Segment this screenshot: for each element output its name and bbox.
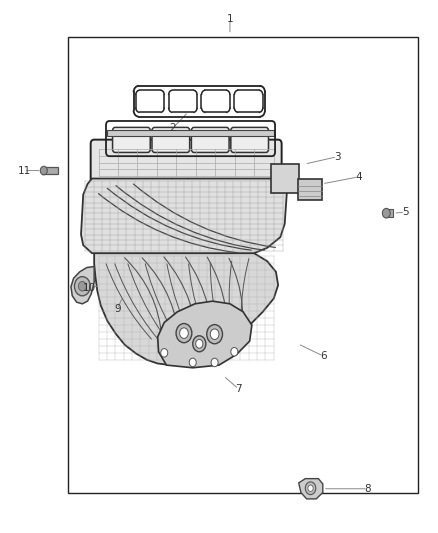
Text: 8: 8 (364, 484, 371, 494)
Bar (271, 164, 299, 193)
Circle shape (189, 358, 196, 367)
FancyBboxPatch shape (152, 127, 190, 152)
FancyBboxPatch shape (113, 127, 150, 152)
Circle shape (211, 358, 218, 367)
Circle shape (161, 349, 168, 357)
Circle shape (207, 325, 223, 344)
Polygon shape (299, 479, 323, 499)
Circle shape (196, 340, 203, 348)
FancyBboxPatch shape (231, 127, 268, 152)
Polygon shape (94, 253, 278, 365)
Circle shape (193, 336, 206, 352)
Text: 3: 3 (334, 152, 341, 161)
Text: 11: 11 (18, 166, 31, 175)
Polygon shape (158, 301, 252, 368)
Circle shape (40, 166, 47, 175)
Bar (68, 37, 418, 493)
Text: 10: 10 (83, 283, 96, 293)
Text: 6: 6 (320, 351, 327, 361)
Circle shape (180, 328, 188, 338)
Bar (298, 179, 322, 200)
Circle shape (308, 485, 313, 491)
Circle shape (382, 208, 390, 218)
Text: 1: 1 (226, 14, 233, 23)
Circle shape (231, 348, 238, 356)
Polygon shape (81, 179, 287, 253)
Circle shape (305, 482, 316, 495)
Circle shape (176, 324, 192, 343)
Circle shape (78, 281, 86, 291)
Text: 4: 4 (355, 172, 362, 182)
Circle shape (74, 277, 90, 296)
Text: 5: 5 (402, 207, 409, 217)
Polygon shape (71, 266, 94, 304)
Text: 2: 2 (170, 123, 177, 133)
Bar (385, 209, 393, 217)
FancyBboxPatch shape (91, 140, 282, 185)
Bar (42, 167, 58, 174)
Circle shape (210, 329, 219, 340)
Text: 9: 9 (114, 304, 121, 314)
Text: 7: 7 (235, 384, 242, 394)
FancyBboxPatch shape (191, 127, 229, 152)
Bar (107, 130, 274, 136)
